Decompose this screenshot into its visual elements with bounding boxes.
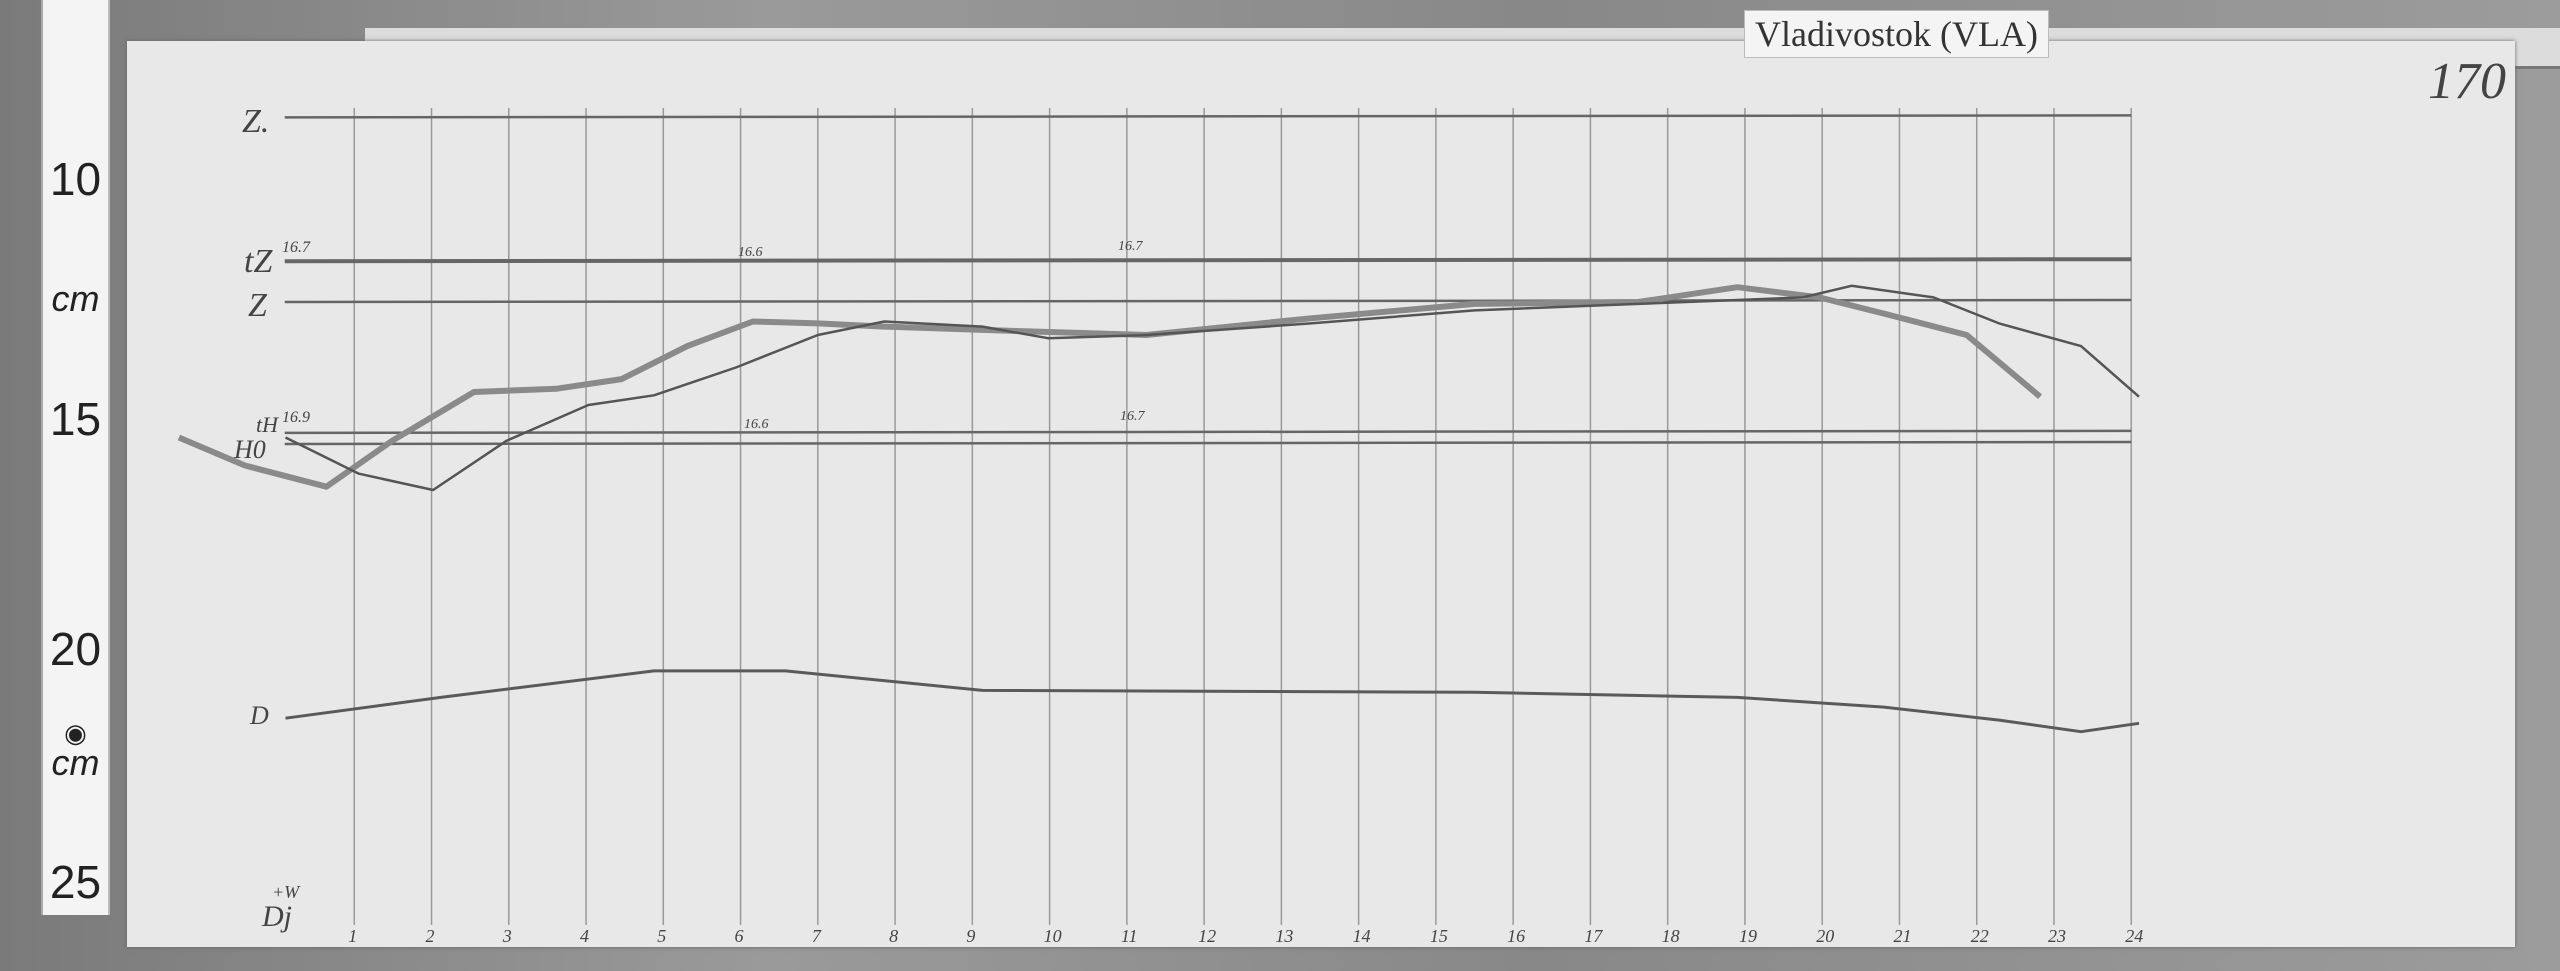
eye-icon: ◉ [64,718,87,748]
station-label: Vladivostok (VLA) [1744,10,2049,58]
hour-tick-label: 22 [1971,926,1989,946]
hour-tick-label: 8 [889,926,898,946]
baseline-th [284,429,2132,435]
hour-tick-label: 23 [2048,926,2066,946]
hour-tick-label: 12 [1198,926,1216,946]
label-th-mid2: 16.7 [1120,409,1146,424]
baseline-z [284,114,2132,119]
label-tz: tZ [244,243,273,280]
hour-tick-label: 19 [1739,926,1757,946]
label-tz-value: 16.7 [282,239,311,256]
label-th-value: 16.9 [282,409,310,426]
hour-tick-label: 3 [502,926,512,946]
hour-tick-label: 9 [966,926,975,946]
label-z0: Z. [242,103,269,140]
hour-tick-label: 6 [735,926,744,946]
hour-tick-label: 17 [1584,926,1603,946]
magnetogram-paper [127,41,2515,947]
h-trace [177,284,2043,490]
hour-tick-label: 1 [348,926,357,946]
label-d: D [249,701,269,730]
hour-tick-label: 14 [1353,926,1371,946]
hour-tick-label: 21 [1893,926,1911,946]
label-th-mid1: 16.6 [744,417,769,432]
hour-tick-label: 15 [1430,926,1448,946]
ruler-label-20: 20 [49,623,102,675]
hour-tick-label: 18 [1662,926,1680,946]
d-trace [285,669,2140,734]
ruler-label-15: 15 [49,393,102,445]
page-number: 170 [2428,53,2506,110]
hour-tick-label: 2 [426,926,435,946]
scale-ruler: 10 cm 15 20 ◉ cm 25 [41,0,110,915]
baseline-tz [284,257,2132,264]
baseline-h0 [284,440,2132,446]
label-z: Z [248,287,268,324]
label-tz-mid1: 16.6 [738,245,763,260]
ruler-label-10: 10 [49,153,102,205]
label-w: +W [272,882,301,902]
label-tz-mid2: 16.7 [1118,239,1144,254]
hour-tick-label: 10 [1044,926,1062,946]
label-dj: Dj [261,900,292,933]
ruler-label-25: 25 [49,856,102,908]
hour-tick-label: 13 [1275,926,1293,946]
hour-tick-label: 4 [580,926,589,946]
hour-tick-label: 20 [1816,926,1834,946]
z-trace [284,284,2140,492]
hour-tick-label: 16 [1507,926,1525,946]
label-th: tH [256,412,279,437]
ruler-label-cm: cm [51,278,100,319]
label-h0: H0 [233,435,266,464]
hour-tick-label: 11 [1121,926,1138,946]
hour-tick-label: 5 [657,926,666,946]
hour-tick-label: 7 [812,926,822,946]
hour-tick-label: 24 [2125,926,2143,946]
baseline-z [284,298,2132,304]
ruler-label-cm-2: cm [51,742,100,783]
